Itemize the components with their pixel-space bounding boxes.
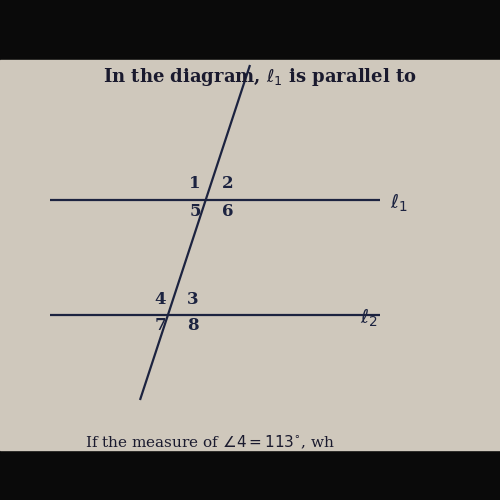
Text: $\ell_2$: $\ell_2$	[360, 306, 378, 328]
Text: If the measure of $\angle 4 = 113^{\circ}$, wh: If the measure of $\angle 4 = 113^{\circ…	[85, 434, 335, 451]
Text: 1: 1	[189, 176, 201, 192]
Text: 7: 7	[154, 318, 166, 334]
Text: $\ell_1$: $\ell_1$	[390, 192, 407, 214]
Text: In the diagram, $\ell_1$ is parallel to: In the diagram, $\ell_1$ is parallel to	[103, 66, 417, 88]
Text: 4: 4	[154, 292, 166, 308]
Text: 2: 2	[222, 176, 234, 192]
Text: 8: 8	[186, 318, 198, 334]
Text: 3: 3	[186, 292, 198, 308]
Text: 6: 6	[222, 203, 233, 220]
FancyBboxPatch shape	[0, 60, 500, 450]
Text: 5: 5	[189, 203, 201, 220]
